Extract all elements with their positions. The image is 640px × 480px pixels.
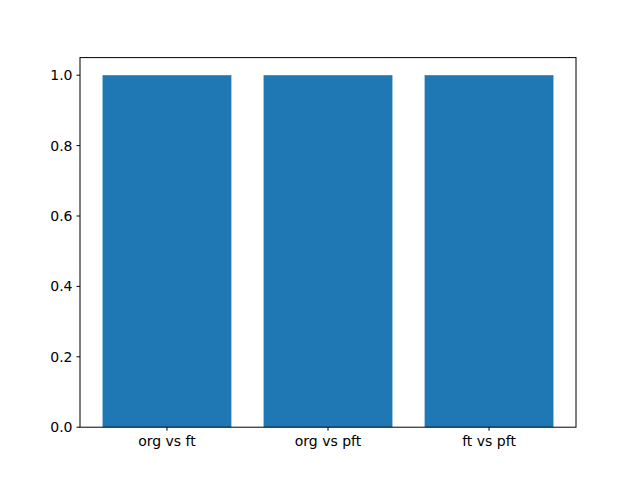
y-tick-label: 0.4 xyxy=(50,278,72,294)
bar-chart: 0.0 0.2 0.4 0.6 0.8 1.0 org vs ft org vs pft ft … xyxy=(0,0,640,480)
y-tick-label: 0.8 xyxy=(50,138,72,154)
x-tick-label: org vs pft xyxy=(295,433,362,449)
bar-org-vs-ft xyxy=(103,75,232,427)
y-tick-label: 0.0 xyxy=(50,419,72,435)
x-tick-label: org vs ft xyxy=(138,433,196,449)
figure-canvas: 0.0 0.2 0.4 0.6 0.8 1.0 org vs ft org vs pft ft … xyxy=(0,0,640,480)
y-tick-label: 0.6 xyxy=(50,208,72,224)
bar-org-vs-pft xyxy=(264,75,393,427)
y-tick-label: 0.2 xyxy=(50,349,72,365)
y-tick-label: 1.0 xyxy=(50,67,72,83)
x-tick-label: ft vs pft xyxy=(462,433,516,449)
bar-ft-vs-pft xyxy=(425,75,554,427)
